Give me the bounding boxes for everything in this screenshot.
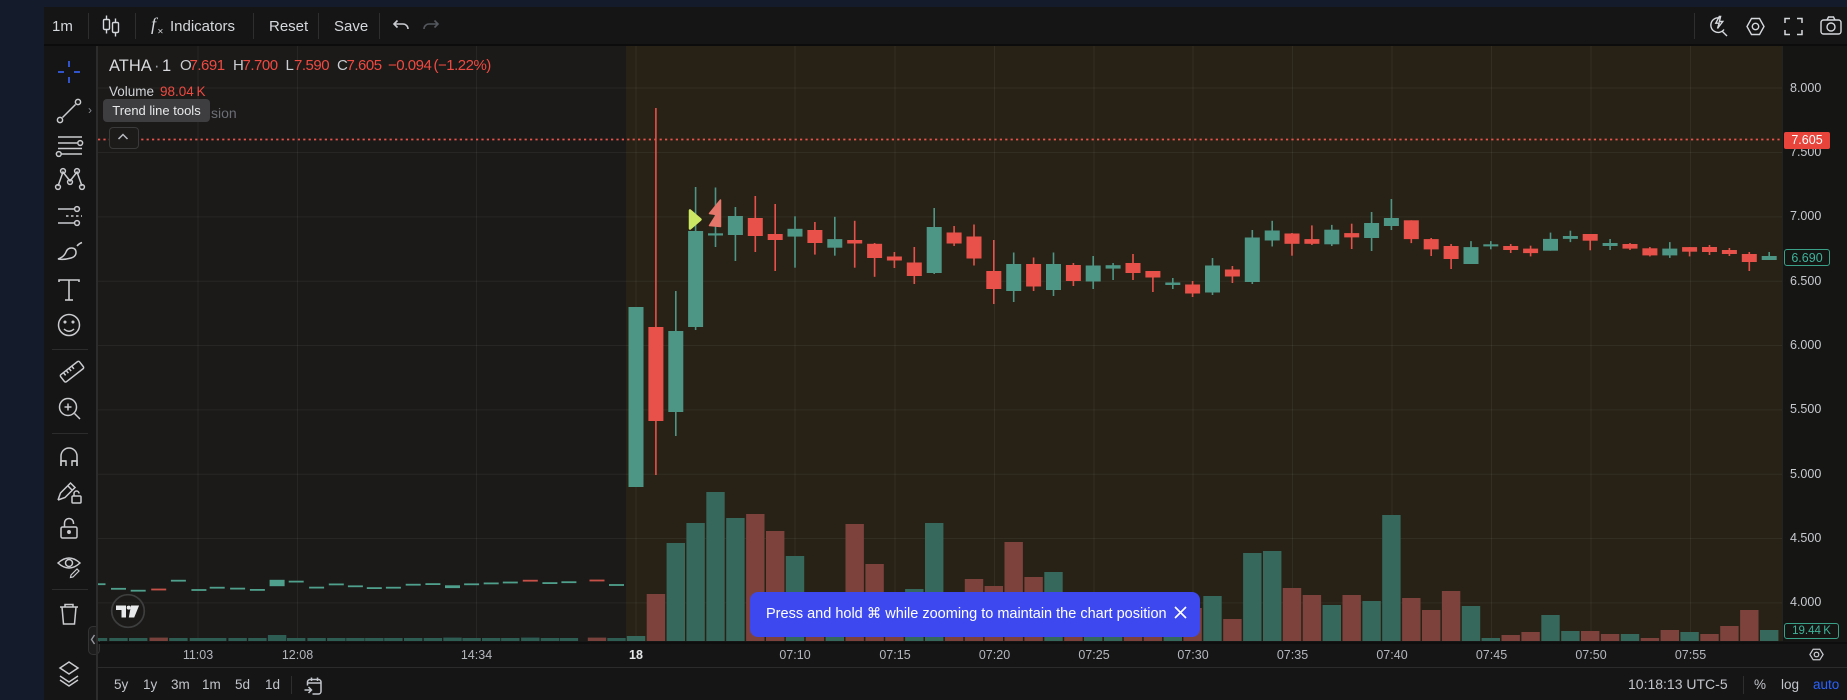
svg-text:f: f — [151, 14, 159, 34]
svg-text:×: × — [158, 27, 164, 38]
